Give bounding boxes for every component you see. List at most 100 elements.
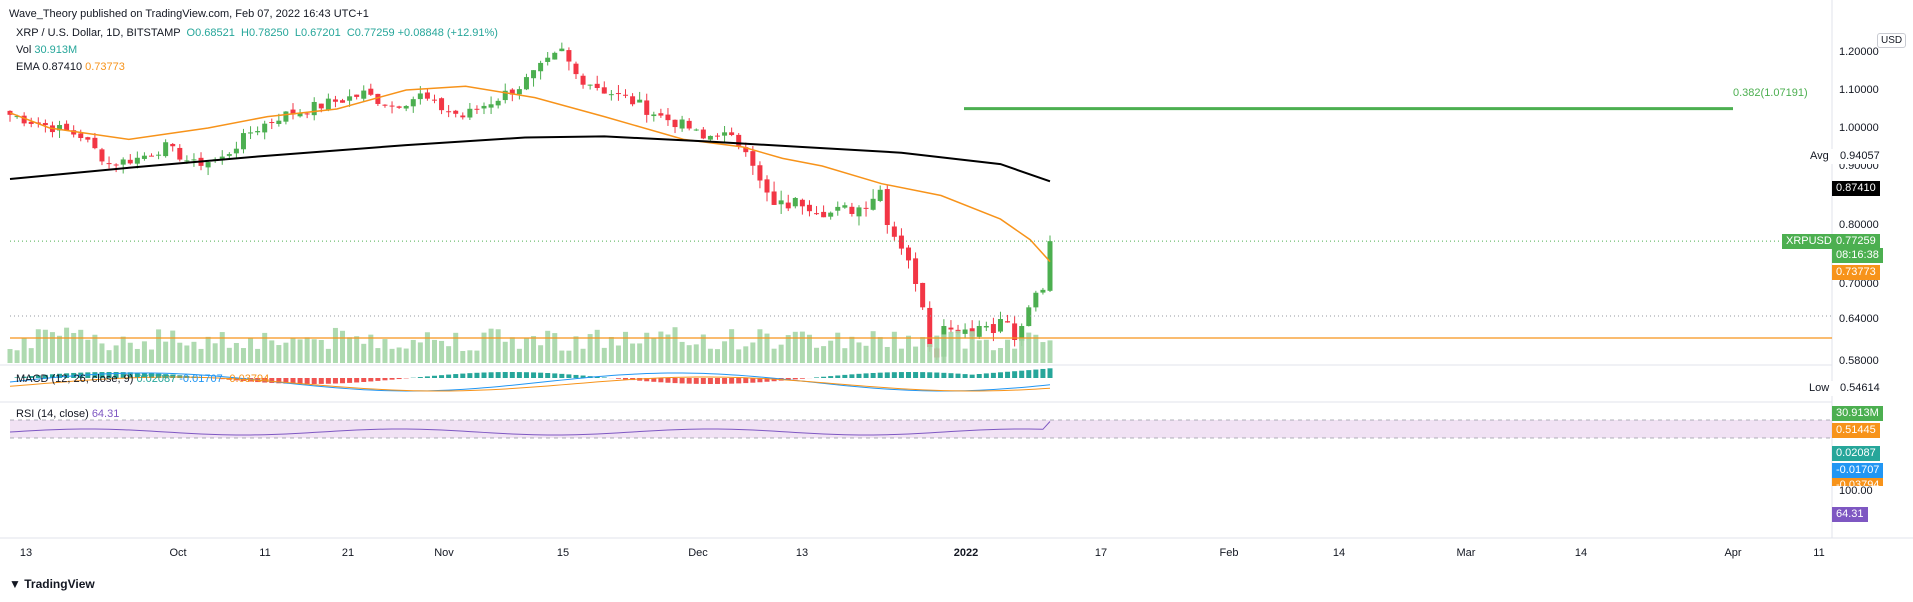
volume-bar bbox=[976, 340, 982, 363]
volume-bar bbox=[531, 336, 537, 363]
candle-body bbox=[665, 114, 671, 121]
volume-bar bbox=[170, 330, 176, 363]
low-label: Low bbox=[1805, 381, 1834, 396]
macd-bar bbox=[686, 378, 692, 384]
x-tick: Apr bbox=[1724, 547, 1742, 559]
candle-body bbox=[318, 103, 324, 109]
candle-body bbox=[672, 119, 678, 128]
macd-bar bbox=[1040, 368, 1046, 378]
macd-bar bbox=[785, 378, 791, 381]
candle-body bbox=[354, 94, 360, 97]
volume-bar bbox=[120, 336, 126, 363]
candle-body bbox=[821, 211, 827, 218]
candle-body bbox=[453, 110, 459, 114]
candle-body bbox=[71, 130, 77, 135]
candle-body bbox=[1040, 289, 1046, 293]
volume-bar bbox=[403, 348, 409, 363]
candle-body bbox=[884, 189, 890, 225]
candle-body bbox=[714, 135, 720, 137]
macd-bar bbox=[368, 378, 374, 382]
candle-body bbox=[658, 113, 664, 116]
volume-bar bbox=[651, 337, 657, 363]
volume-bar bbox=[814, 347, 820, 363]
macd-hist-tag: 0.02087 bbox=[1832, 446, 1880, 461]
volume-bar bbox=[248, 338, 254, 363]
candle-body bbox=[85, 137, 91, 140]
x-tick: 15 bbox=[556, 547, 570, 559]
volume-bar bbox=[934, 335, 940, 363]
x-tick: 21 bbox=[341, 547, 355, 559]
candle-body bbox=[375, 93, 381, 104]
tradingview-logo[interactable]: ▼ TradingView bbox=[9, 577, 95, 591]
macd-bar bbox=[92, 372, 98, 378]
candle-body bbox=[594, 83, 600, 89]
macd-bar bbox=[757, 378, 763, 383]
macd-bar bbox=[1012, 371, 1018, 378]
volume-bar bbox=[679, 341, 685, 363]
volume-bar bbox=[49, 332, 55, 363]
volume-bar bbox=[389, 348, 395, 363]
vol-value: 30.913M bbox=[34, 44, 78, 56]
candle-body bbox=[920, 282, 926, 308]
macd-bar bbox=[658, 378, 664, 383]
ema-line bbox=[9, 85, 1051, 263]
volume-bar bbox=[453, 332, 459, 363]
macd-bar bbox=[431, 375, 437, 378]
macd-bar bbox=[545, 373, 551, 378]
macd-bar bbox=[21, 376, 27, 378]
symbol-label: XRP / U.S. Dollar, 1D, BITSTAMP bbox=[16, 27, 181, 39]
candle-body bbox=[743, 147, 749, 153]
rsi-value: 64.31 bbox=[91, 408, 120, 420]
macd-bar bbox=[559, 373, 565, 378]
macd-bar bbox=[906, 372, 912, 378]
y-tick: 0.64000 bbox=[1839, 313, 1879, 325]
candle-body bbox=[269, 122, 275, 124]
volume-bar bbox=[78, 329, 84, 363]
volume-bar bbox=[28, 348, 34, 363]
macd-bar bbox=[531, 372, 537, 378]
macd-value-2: -0.01707 bbox=[179, 373, 223, 385]
volume-bar bbox=[623, 331, 629, 363]
macd-bar bbox=[453, 374, 459, 378]
x-tick: Feb bbox=[1219, 547, 1239, 559]
volume-bar bbox=[424, 332, 430, 363]
volume-bar bbox=[474, 350, 480, 363]
macd-bar bbox=[57, 373, 63, 378]
volume-bar bbox=[637, 343, 643, 363]
candle-body bbox=[516, 89, 522, 95]
macd-bar bbox=[672, 378, 678, 384]
candle-body bbox=[57, 125, 63, 131]
candle-body bbox=[722, 132, 728, 136]
macd-bar bbox=[997, 372, 1003, 378]
candle-body bbox=[78, 133, 84, 139]
macd-bar bbox=[134, 372, 140, 378]
x-tick: 14 bbox=[1332, 547, 1346, 559]
volume-bar bbox=[290, 338, 296, 363]
volume-bar bbox=[750, 342, 756, 363]
macd-bar bbox=[714, 378, 720, 384]
candle-body bbox=[806, 204, 812, 212]
candle-body bbox=[248, 132, 254, 134]
candle-body bbox=[99, 149, 105, 162]
volume-bar bbox=[467, 350, 473, 363]
volume-bar bbox=[85, 339, 91, 363]
macd-bar bbox=[127, 372, 133, 378]
candle-body bbox=[771, 191, 777, 205]
candle-body bbox=[785, 202, 791, 209]
macd-bar bbox=[891, 372, 897, 378]
x-tick: 11 bbox=[1813, 547, 1825, 559]
currency-button[interactable]: USD bbox=[1877, 33, 1907, 48]
candle-body bbox=[644, 100, 650, 115]
macd-bar bbox=[106, 372, 112, 378]
volume-bar bbox=[382, 339, 388, 363]
candle-body bbox=[184, 160, 190, 162]
rsi-band bbox=[10, 420, 1832, 438]
candle-body bbox=[127, 159, 133, 164]
candle-body bbox=[835, 206, 841, 211]
tv-logo-icon: ▼ bbox=[9, 577, 21, 591]
candle-body bbox=[1005, 321, 1011, 323]
volume-bar bbox=[410, 339, 416, 363]
macd-bar bbox=[941, 372, 947, 378]
candle-body bbox=[778, 200, 784, 205]
